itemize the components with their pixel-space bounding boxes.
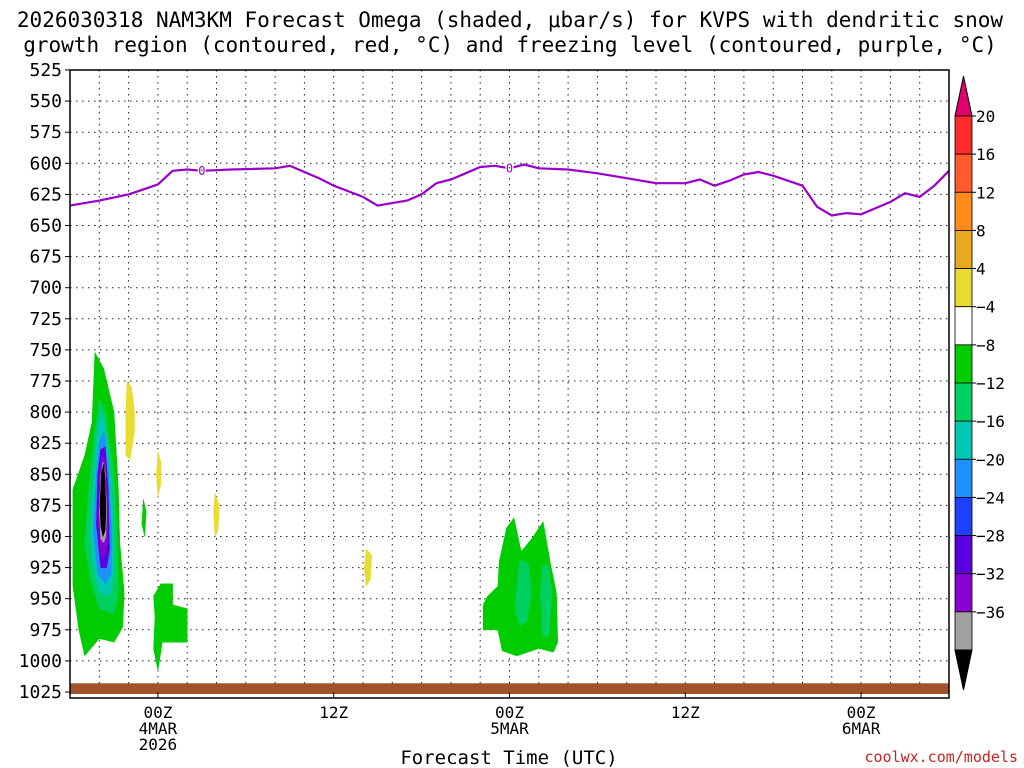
colorbar-tick-label-11: −28 (976, 527, 1005, 546)
positive-cell-2 (213, 492, 220, 538)
ground-layer (70, 683, 949, 694)
colorbar-segment-2 (954, 191, 973, 231)
colorbar-tick-label-6: −8 (976, 336, 995, 355)
colorbar-segment-12 (954, 573, 973, 613)
colorbar-segment-7 (954, 382, 973, 422)
colorbar-segment-11 (954, 535, 973, 575)
y-tick-label-725: 725 (29, 309, 62, 330)
positive-cell-0 (125, 380, 135, 460)
green-speck (141, 499, 147, 537)
y-tick-label-975: 975 (29, 620, 62, 641)
freezing-level-label-bg-0 (197, 162, 206, 177)
x-tick-label-0-0: 00Z (143, 703, 172, 722)
omega-lobe-0-4mar (72, 351, 125, 657)
positive-cell-3-level-0 (364, 548, 373, 588)
colorbar-tick-label-3: 8 (976, 221, 986, 240)
y-tick-label-875: 875 (29, 495, 62, 516)
y-tick-label-800: 800 (29, 402, 62, 423)
colorbar-top-triangle (954, 75, 973, 117)
x-axis-label: Forecast Time (UTC) (400, 747, 617, 768)
colorbar-segment-4 (954, 268, 973, 308)
x-tick-label-48-0: 00Z (847, 703, 876, 722)
y-tick-label-575: 575 (29, 122, 62, 143)
freezing-level-line (69, 163, 950, 217)
green-speck-level-0 (141, 499, 147, 537)
y-tick-label-700: 700 (29, 278, 62, 299)
colorbar-tick-label-7: −12 (976, 374, 1005, 393)
y-tick-label-1000: 1000 (19, 651, 62, 672)
y-tick-label-675: 675 (29, 247, 62, 268)
colorbar-tick-label-0: 20 (976, 107, 995, 126)
x-tick-label-12-0: 12Z (319, 703, 348, 722)
colorbar-segment-8 (954, 420, 973, 460)
y-tick-label-775: 775 (29, 371, 62, 392)
y-tick-label-600: 600 (29, 153, 62, 174)
positive-cell-3 (364, 548, 373, 588)
chart-title-line-1: 2026030318 NAM3KM Forecast Omega (shaded… (17, 8, 1004, 32)
colorbar-tick-label-2: 12 (976, 183, 995, 202)
colorbar-tick-label-12: −32 (976, 565, 1005, 584)
positive-cell-1 (156, 451, 162, 497)
x-tick-label-48-1: 6MAR (842, 719, 881, 738)
y-tick-label-650: 650 (29, 216, 62, 237)
colorbar-tick-label-8: −16 (976, 412, 1005, 431)
colorbar-tick-label-9: −20 (976, 450, 1005, 469)
omega-lobe-1-4mar-level-0 (153, 583, 188, 671)
credit-text: coolwx.com/models (864, 748, 1018, 766)
freezing-level-label-bg-1 (505, 160, 514, 175)
colorbar-tick-label-10: −24 (976, 488, 1005, 507)
x-tick-label-24-0: 00Z (495, 703, 524, 722)
omega-lobe-1-4mar (153, 583, 188, 671)
omega-shading (72, 351, 559, 671)
ground-fill (70, 683, 949, 694)
y-tick-label-850: 850 (29, 464, 62, 485)
colorbar-tick-label-4: 4 (976, 260, 986, 279)
x-tick-label-24-1: 5MAR (490, 719, 529, 738)
colorbar-segment-10 (954, 497, 973, 536)
omega-lobe-0-4mar-level-7 (99, 464, 107, 538)
colorbar-segment-6 (954, 344, 973, 384)
y-tick-label-825: 825 (29, 433, 62, 454)
y-tick-label-550: 550 (29, 91, 62, 112)
positive-cell-2-level-0 (213, 492, 220, 538)
y-axis-ticks: 525 550 575 600 625 650 675 700 725 750 775 800 825 8… (19, 60, 70, 703)
colorbar-segment-13 (954, 611, 973, 651)
colorbar-segment-5 (954, 306, 973, 346)
y-tick-label-950: 950 (29, 589, 62, 610)
x-tick-label-36-0: 12Z (671, 703, 700, 722)
y-tick-label-925: 925 (29, 558, 62, 579)
positive-cell-1-level-0 (156, 451, 162, 497)
colorbar-tick-label-1: 16 (976, 145, 995, 164)
x-tick-label-0-1: 4MAR (139, 719, 178, 738)
omega-lobe-2-5mar-level-1 (515, 558, 532, 627)
freezing-level-label-0: 0 (198, 164, 205, 178)
colorbar-segment-3 (954, 230, 973, 269)
y-tick-label-625: 625 (29, 184, 62, 205)
freezing-level-label-1: 0 (506, 161, 513, 175)
y-tick-label-525: 525 (29, 60, 62, 81)
y-tick-label-900: 900 (29, 527, 62, 548)
colorbar-bottom-triangle (954, 649, 973, 691)
colorbar-tick-label-13: −36 (976, 603, 1005, 622)
omega-colorbar: 20 16 12 8 4 −4 −8 −12 −16 −20 −24 −28 −32 −36 (954, 75, 1005, 691)
y-tick-label-750: 750 (29, 340, 62, 361)
grid-lines (70, 69, 949, 693)
positive-cell-0-level-0 (125, 380, 135, 460)
colorbar-segment-0 (954, 115, 973, 155)
omega-lobe-2-5mar-level-2 (540, 563, 553, 640)
colorbar-segment-1 (954, 153, 973, 193)
colorbar-segment-9 (954, 458, 973, 498)
y-tick-label-1025: 1025 (19, 682, 62, 703)
colorbar-tick-label-5: −4 (976, 298, 995, 317)
omega-lobe-2-5mar (482, 517, 559, 657)
x-tick-label-0-2: 2026 (139, 735, 178, 754)
chart-title-line-2: growth region (contoured, red, °C) and f… (23, 33, 997, 57)
